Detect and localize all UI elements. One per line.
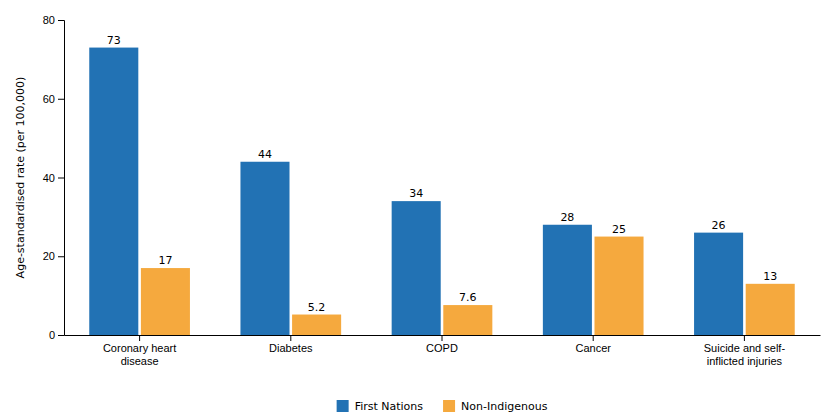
y-tick-mark [58,178,64,179]
legend: First Nations Non-Indigenous [337,400,548,413]
data-label: 25 [612,223,626,236]
y-axis-title: Age-standardised rate (per 100,000) [14,77,27,279]
x-tick-label-line: inflicted injuries [707,355,783,367]
bar [443,305,492,335]
bar-series [89,48,743,335]
data-label-series: 17 5.2 7.6 25 13 [158,223,777,314]
data-label: 17 [158,254,172,267]
bar [292,315,341,335]
y-tick: 40 [43,172,64,184]
y-tick-mark [58,335,64,336]
x-tick: Cancer [575,335,611,354]
legend-item: Non-Indigenous [443,400,548,413]
legend-label: First Nations [355,400,424,413]
data-label: 26 [712,219,726,232]
y-tick-mark [58,99,64,100]
bar [746,284,795,335]
data-label: 34 [409,187,423,200]
y-axis-line [58,21,65,336]
y-axis: 0 20 40 60 80 [43,14,65,341]
data-labels: 73 44 34 28 26 17 5.2 7.6 25 13 [107,34,777,314]
data-label: 5.2 [308,301,326,314]
x-tick: Coronary heartdisease [103,335,176,367]
bars [89,48,794,335]
legend-item: First Nations [337,400,424,413]
bar [141,268,190,335]
y-tick-mark [58,20,64,21]
x-tick-label: Coronary heartdisease [103,342,176,367]
bar [89,48,138,335]
data-label: 28 [560,211,574,224]
bar-series [141,237,795,335]
y-tick-label: 0 [49,329,55,341]
x-tick-label: Cancer [575,342,611,354]
y-tick: 20 [43,250,64,262]
x-tick-mark [744,335,745,341]
x-tick-label-line: Coronary heart [103,342,176,354]
bar [240,162,289,335]
x-tick-label-line: Diabetes [269,342,313,354]
x-tick-label: COPD [426,342,458,354]
x-tick: Diabetes [269,335,313,354]
x-tick: Suicide and self-inflicted injuries [704,335,786,367]
y-tick-label: 40 [43,172,55,184]
y-tick: 80 [43,14,64,26]
data-label: 13 [763,270,777,283]
x-tick-label: Suicide and self-inflicted injuries [704,342,786,367]
y-tick-label: 20 [43,250,55,262]
plot: 0 20 40 60 80 Coronary heartdisease Diabetes CO… [43,14,821,367]
x-tick-label-line: COPD [426,342,458,354]
x-tick-mark [290,335,291,341]
data-label: 7.6 [459,291,477,304]
bar [694,233,743,335]
x-tick-mark [442,335,443,341]
x-tick-label-line: disease [121,355,159,367]
legend-swatch [443,400,455,412]
legend-swatch [337,400,349,412]
y-tick-label: 60 [43,93,55,105]
x-tick-label-line: Suicide and self- [704,342,786,354]
y-tick-label: 80 [43,14,55,26]
x-tick-mark [139,335,140,341]
x-tick: COPD [426,335,458,354]
bar [543,225,592,335]
x-axis: Coronary heartdisease Diabetes COPD Cancer S… [65,335,821,367]
x-tick-mark [593,335,594,341]
data-label: 44 [258,148,272,161]
x-tick-label: Diabetes [269,342,313,354]
legend-label: Non-Indigenous [461,400,548,413]
x-tick-label-line: Cancer [575,342,611,354]
y-tick-mark [58,256,64,257]
chart: 0 20 40 60 80 Coronary heartdisease Diabetes CO… [0,0,840,420]
y-tick: 0 [49,329,64,341]
data-label-series: 73 44 34 28 26 [107,34,726,232]
bar [392,201,441,335]
y-tick: 60 [43,93,64,105]
data-label: 73 [107,34,121,47]
bar [594,237,643,335]
